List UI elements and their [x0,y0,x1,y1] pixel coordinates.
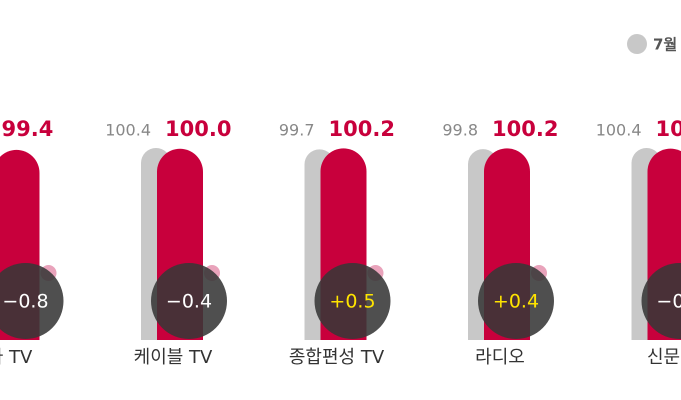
change-label: +0.5 [329,291,375,313]
change-badge [641,263,681,339]
change-label: −0.8 [2,291,48,313]
category-label: 종합편성 TV [289,347,385,368]
change-label: −0.4 [166,291,212,313]
category-label: 라디오 [475,347,525,368]
value-label: 100.1 [656,117,681,141]
change-label: −0.3 [656,291,681,313]
change-badge [314,263,391,339]
change-label: +0.4 [493,291,539,313]
change-badge [0,263,64,339]
legend-swatch [627,34,647,54]
category-label: 신문 [647,347,680,368]
category-label: 케이블 TV [134,347,213,368]
change-badge [151,263,227,339]
prev-value: 100.4 [596,121,642,140]
legend-label: 7월 [653,36,677,54]
value-label: 99.4 [2,117,54,141]
change-badge [478,263,554,339]
value-label: 100.0 [165,117,231,141]
prev-value: 99.7 [279,121,315,140]
value-label: 100.2 [492,117,558,141]
category-label: 파 TV [0,347,33,368]
prev-value: 99.8 [442,121,478,140]
prev-value: 100.4 [105,121,151,140]
value-label: 100.2 [329,117,395,141]
